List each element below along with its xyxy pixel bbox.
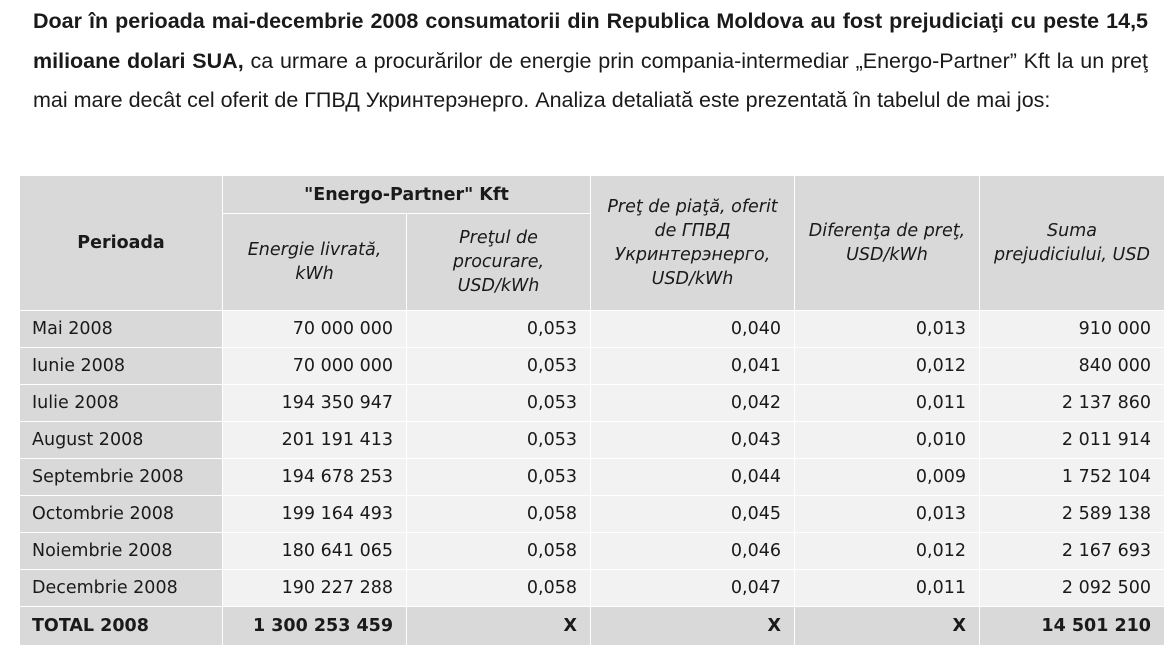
cell-purchase-price: 0,058 [406, 495, 591, 533]
cell-difference: 0,009 [794, 458, 980, 496]
cell-purchase-price: 0,053 [406, 347, 591, 385]
cell-market-price: 0,041 [590, 347, 795, 385]
cell-period: Iulie 2008 [19, 384, 223, 422]
table-header: Perioada "Energo-Partner" Kft Preţ de pi… [19, 175, 1165, 311]
table-row: Noiembrie 2008 180 641 065 0,058 0,046 0… [19, 532, 1165, 570]
cell-difference: 0,010 [794, 421, 980, 459]
header-purchase-price: Preţul de procurare, USD/kWh [406, 213, 591, 311]
table-row: Iulie 2008 194 350 947 0,053 0,042 0,011… [19, 384, 1165, 422]
table-row: Septembrie 2008 194 678 253 0,053 0,044 … [19, 458, 1165, 496]
cell-damage: 2 589 138 [979, 495, 1165, 533]
intro-rest-text: ca urmare a procurărilor de energie prin… [33, 48, 1148, 113]
cell-difference: 0,012 [794, 532, 980, 570]
cell-period: Octombrie 2008 [19, 495, 223, 533]
cell-energy: 194 678 253 [222, 458, 407, 496]
cell-market-price: 0,043 [590, 421, 795, 459]
intro-bold-text: Doar în perioada mai-decembrie 2008 cons… [33, 9, 1148, 73]
cell-difference: 0,011 [794, 569, 980, 607]
cell-damage: 2 092 500 [979, 569, 1165, 607]
cell-purchase-price: 0,053 [406, 310, 591, 348]
cell-difference: 0,011 [794, 384, 980, 422]
cell-period: Noiembrie 2008 [19, 532, 223, 570]
cell-market-price: 0,047 [590, 569, 795, 607]
cell-period: Septembrie 2008 [19, 458, 223, 496]
cell-market-price: 0,042 [590, 384, 795, 422]
cell-purchase-price: 0,058 [406, 532, 591, 570]
cell-period: Iunie 2008 [19, 347, 223, 385]
cell-period: Mai 2008 [19, 310, 223, 348]
total-damage: 14 501 210 [979, 606, 1165, 646]
total-energy: 1 300 253 459 [222, 606, 407, 646]
cell-damage: 910 000 [979, 310, 1165, 348]
cell-difference: 0,013 [794, 495, 980, 533]
cell-purchase-price: 0,053 [406, 458, 591, 496]
header-energy-delivered: Energie livrată, kWh [222, 213, 407, 311]
cell-market-price: 0,040 [590, 310, 795, 348]
cell-market-price: 0,045 [590, 495, 795, 533]
header-market-price: Preţ de piaţă, oferit de ГПВД Укринтерэн… [590, 175, 795, 311]
table-row: Octombrie 2008 199 164 493 0,058 0,045 0… [19, 495, 1165, 533]
cell-purchase-price: 0,058 [406, 569, 591, 607]
table-row: Decembrie 2008 190 227 288 0,058 0,047 0… [19, 569, 1165, 607]
total-period: TOTAL 2008 [19, 606, 223, 646]
cell-energy: 70 000 000 [222, 310, 407, 348]
cell-damage: 2 167 693 [979, 532, 1165, 570]
cell-damage: 2 011 914 [979, 421, 1165, 459]
table-total: TOTAL 2008 1 300 253 459 X X X 14 501 21… [19, 606, 1165, 646]
damage-table: Perioada "Energo-Partner" Kft Preţ de pi… [19, 175, 1165, 646]
header-energo-partner: "Energo-Partner" Kft [222, 175, 591, 214]
cell-damage: 840 000 [979, 347, 1165, 385]
header-damage-sum: Suma prejudiciului, USD [979, 175, 1165, 311]
header-price-difference: Diferenţa de preţ, USD/kWh [794, 175, 980, 311]
table-row: Iunie 2008 70 000 000 0,053 0,041 0,012 … [19, 347, 1165, 385]
total-market-price: X [590, 606, 795, 646]
cell-market-price: 0,046 [590, 532, 795, 570]
table-row: Mai 2008 70 000 000 0,053 0,040 0,013 91… [19, 310, 1165, 348]
cell-market-price: 0,044 [590, 458, 795, 496]
cell-difference: 0,012 [794, 347, 980, 385]
cell-period: August 2008 [19, 421, 223, 459]
cell-damage: 1 752 104 [979, 458, 1165, 496]
cell-energy: 70 000 000 [222, 347, 407, 385]
cell-purchase-price: 0,053 [406, 421, 591, 459]
cell-period: Decembrie 2008 [19, 569, 223, 607]
table-row: August 2008 201 191 413 0,053 0,043 0,01… [19, 421, 1165, 459]
intro-paragraph: Doar în perioada mai-decembrie 2008 cons… [33, 2, 1148, 121]
cell-damage: 2 137 860 [979, 384, 1165, 422]
cell-energy: 190 227 288 [222, 569, 407, 607]
cell-energy: 194 350 947 [222, 384, 407, 422]
cell-energy: 201 191 413 [222, 421, 407, 459]
total-purchase-price: X [406, 606, 591, 646]
cell-energy: 180 641 065 [222, 532, 407, 570]
table-body: Mai 2008 70 000 000 0,053 0,040 0,013 91… [19, 310, 1165, 607]
cell-energy: 199 164 493 [222, 495, 407, 533]
cell-difference: 0,013 [794, 310, 980, 348]
header-period: Perioada [19, 175, 223, 311]
cell-purchase-price: 0,053 [406, 384, 591, 422]
total-row: TOTAL 2008 1 300 253 459 X X X 14 501 21… [19, 606, 1165, 646]
total-difference: X [794, 606, 980, 646]
